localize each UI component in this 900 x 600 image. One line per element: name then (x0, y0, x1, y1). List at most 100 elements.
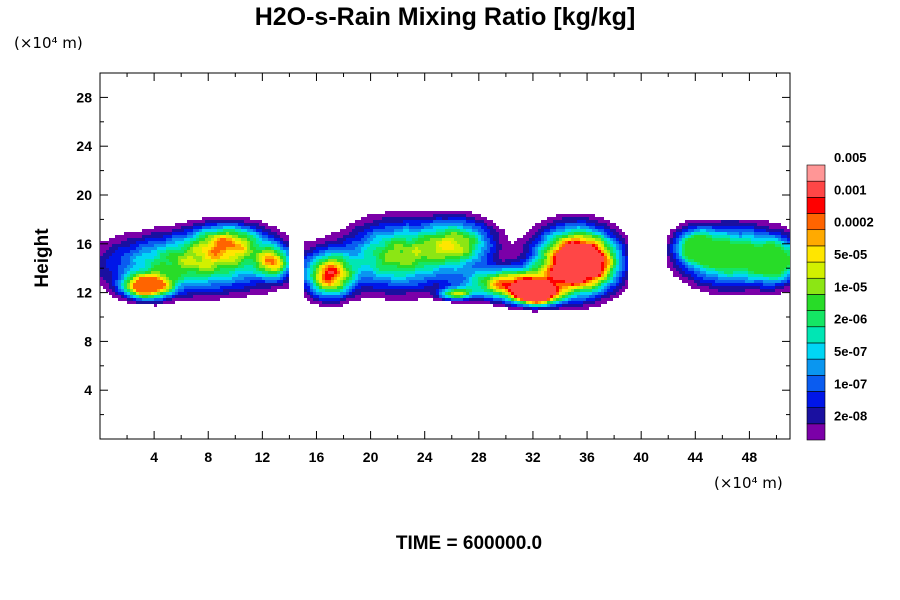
field-cell (424, 286, 439, 289)
field-cell (340, 280, 343, 283)
field-cell (184, 241, 190, 244)
field-cell (394, 229, 403, 232)
field-cell (103, 286, 109, 289)
field-cell (718, 274, 727, 277)
field-cell (211, 226, 223, 229)
field-cell (622, 259, 625, 262)
field-cell (328, 259, 337, 262)
field-cell (340, 277, 343, 280)
field-cell (463, 226, 472, 229)
field-cell (499, 256, 517, 259)
field-cell (280, 235, 289, 238)
field-cell (496, 274, 499, 277)
field-cell (163, 289, 166, 292)
field-cell (334, 283, 340, 286)
field-cell (514, 280, 517, 283)
field-cell (487, 244, 493, 247)
field-cell (556, 214, 595, 217)
field-cell (667, 238, 670, 241)
field-cell (748, 274, 763, 277)
field-cell (688, 229, 694, 232)
field-cell (103, 277, 112, 280)
field-cell (181, 247, 187, 250)
field-cell (562, 298, 565, 301)
field-cell (685, 253, 787, 256)
colorbar-swatch (806, 310, 826, 328)
field-cell (607, 277, 610, 280)
field-cell (433, 298, 442, 301)
field-cell (625, 283, 628, 286)
field-cell (136, 292, 139, 295)
field-cell (190, 247, 193, 250)
field-cell (340, 289, 343, 292)
field-cell (280, 259, 283, 262)
field-cell (112, 274, 118, 277)
field-cell (358, 253, 364, 256)
field-cell (130, 244, 139, 247)
field-cell (319, 268, 322, 271)
field-cell (259, 253, 265, 256)
y-tick-label: 28 (76, 89, 92, 105)
field-cell (478, 235, 481, 238)
field-cell (280, 274, 283, 277)
field-cell (481, 256, 487, 259)
field-cell (193, 247, 202, 250)
field-cell (220, 268, 235, 271)
field-cell (256, 256, 259, 259)
field-cell (277, 280, 283, 283)
field-cell (517, 277, 523, 280)
field-cell (112, 295, 121, 298)
field-cell (355, 280, 358, 283)
field-cell (199, 235, 205, 238)
field-cell (619, 268, 622, 271)
field-cell (307, 271, 310, 274)
field-cell (493, 253, 499, 256)
field-cell (484, 298, 493, 301)
field-cell (283, 262, 286, 265)
field-cell (490, 301, 502, 304)
field-cell (529, 250, 532, 253)
field-cell (181, 274, 211, 277)
field-cell (376, 271, 415, 274)
field-cell (502, 268, 523, 271)
field-cell (535, 232, 541, 235)
field-cell (592, 292, 598, 295)
field-cell (157, 277, 160, 280)
field-cell (157, 274, 160, 277)
field-cell (619, 238, 625, 241)
field-cell (616, 265, 619, 268)
field-cell (688, 268, 694, 271)
field-cell (166, 286, 169, 289)
field-cell (532, 241, 538, 244)
field-cell (712, 235, 730, 238)
field-cell (589, 280, 592, 283)
field-cell (406, 277, 424, 280)
field-cell (760, 289, 775, 292)
field-cell (142, 298, 154, 301)
field-cell (781, 235, 787, 238)
field-cell (484, 223, 487, 226)
field-cell (118, 283, 121, 286)
field-cell (496, 241, 499, 244)
field-cell (553, 250, 556, 253)
field-cell (550, 262, 553, 265)
field-cell (316, 259, 319, 262)
field-cell (397, 265, 415, 268)
field-cell (562, 235, 568, 238)
field-cell (490, 229, 496, 232)
field-cell (259, 244, 274, 247)
field-cell (559, 241, 562, 244)
field-cell (355, 220, 373, 223)
field-cell (100, 271, 112, 274)
field-cell (124, 232, 151, 235)
field-cell (157, 250, 166, 253)
field-cell (610, 253, 613, 256)
field-cell (574, 232, 586, 235)
field-cell (262, 259, 265, 262)
field-cell (166, 292, 169, 295)
field-cell (697, 226, 712, 229)
field-cell (184, 244, 190, 247)
field-cell (775, 283, 784, 286)
field-cell (604, 235, 607, 238)
field-cell (304, 268, 307, 271)
